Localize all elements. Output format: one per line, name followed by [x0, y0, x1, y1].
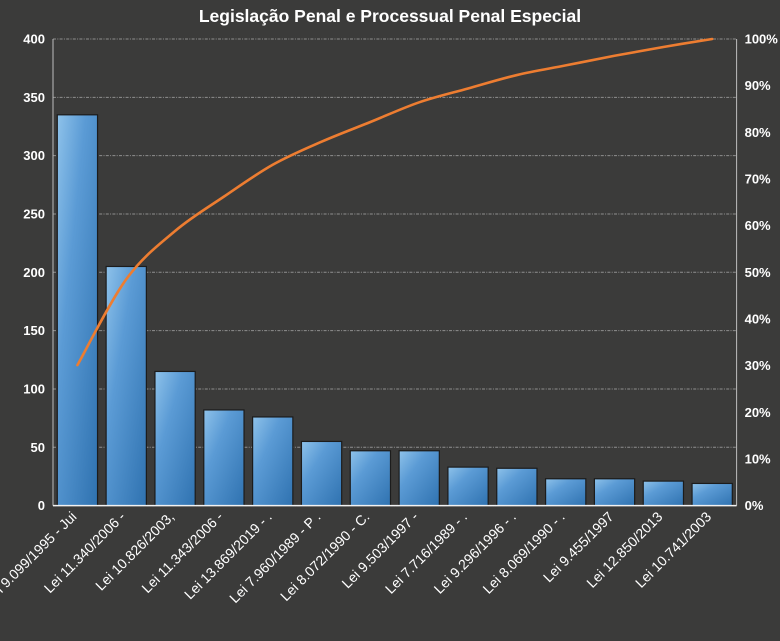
svg-text:100%: 100%	[745, 32, 779, 47]
svg-text:150: 150	[23, 323, 45, 338]
svg-text:40%: 40%	[745, 312, 771, 327]
svg-text:80%: 80%	[745, 125, 771, 140]
svg-text:Legislação Penal e Processual: Legislação Penal e Processual Penal Espe…	[199, 6, 581, 26]
svg-text:50: 50	[31, 440, 45, 455]
svg-text:10%: 10%	[745, 451, 771, 466]
svg-text:300: 300	[23, 148, 45, 163]
svg-text:70%: 70%	[745, 172, 771, 187]
svg-text:200: 200	[23, 265, 45, 280]
svg-text:0%: 0%	[745, 498, 764, 513]
svg-text:50%: 50%	[745, 265, 771, 280]
svg-text:100: 100	[23, 382, 45, 397]
svg-text:400: 400	[23, 32, 45, 47]
svg-text:250: 250	[23, 207, 45, 222]
svg-text:0: 0	[38, 498, 45, 513]
svg-text:90%: 90%	[745, 78, 771, 93]
svg-text:350: 350	[23, 90, 45, 105]
svg-text:20%: 20%	[745, 405, 771, 420]
svg-text:60%: 60%	[745, 218, 771, 233]
svg-text:30%: 30%	[745, 358, 771, 373]
